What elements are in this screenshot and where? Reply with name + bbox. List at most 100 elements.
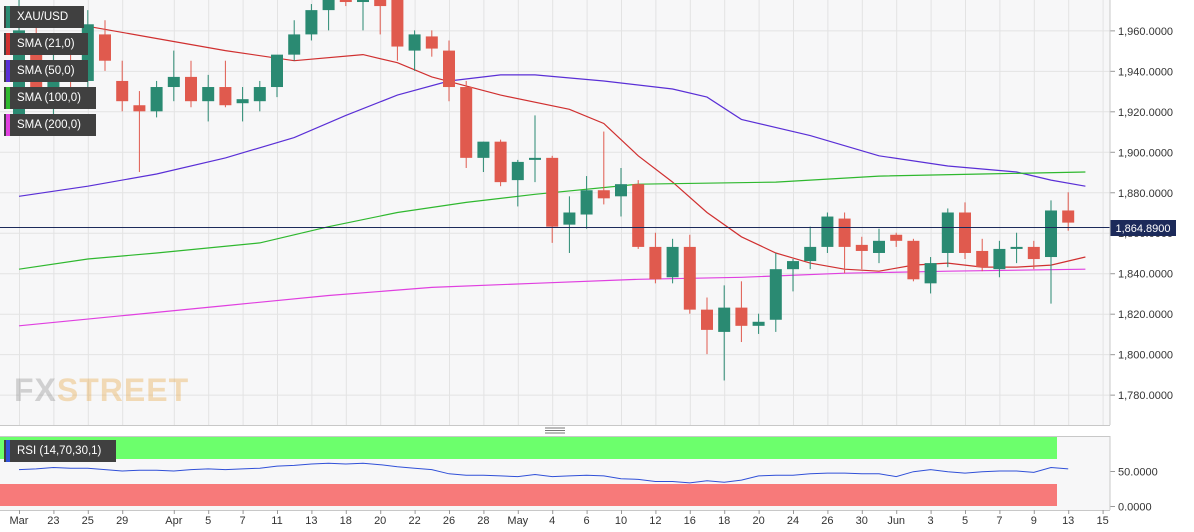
candle-body (838, 218, 851, 247)
time-tick-label: 12 (649, 515, 661, 527)
time-tick-label: May (507, 515, 528, 527)
candle-body (787, 261, 799, 270)
candle-bullish (821, 212, 834, 253)
rsi-legend[interactable]: RSI (14,70,30,1) (4, 440, 116, 462)
candle-body (1010, 246, 1023, 249)
candle-body (666, 246, 679, 278)
candle-body (1027, 246, 1040, 260)
time-tick-label: 15 (1096, 515, 1108, 527)
legend-sma-50[interactable]: SMA (50,0) (4, 60, 88, 82)
time-tick-label: 7 (996, 515, 1002, 527)
candle-bearish (391, 0, 404, 61)
candle-bullish (1045, 200, 1057, 304)
time-tick-label: 18 (718, 515, 730, 527)
rsi-tick-label: 50.0000 (1118, 467, 1158, 479)
sma-50-swatch (6, 60, 10, 82)
candle-bullish (305, 4, 318, 41)
sma-200-label: SMA (200,0) (17, 119, 81, 131)
price-tick-label: 1,800.0000 (1118, 350, 1173, 362)
candle-bearish (976, 238, 989, 272)
candle-bullish (236, 87, 249, 122)
legend-sma-200[interactable]: SMA (200,0) (4, 114, 96, 136)
candle-body (855, 244, 868, 251)
rsi-oversold-zone (0, 484, 1057, 506)
candle-bullish (322, 0, 335, 31)
candle-body (1062, 210, 1075, 223)
time-tick-label: 7 (240, 515, 246, 527)
candle-body (993, 248, 1006, 270)
candle-bearish (838, 212, 851, 274)
candle-body (924, 263, 937, 284)
legend-sma-100[interactable]: SMA (100,0) (4, 87, 96, 109)
candle-body (133, 105, 146, 112)
candle-bullish (666, 238, 679, 284)
candle-bearish (1062, 192, 1075, 231)
candle-body (597, 190, 610, 199)
candle-bearish (116, 60, 129, 112)
candle-bearish (494, 139, 507, 187)
rsi-line (18, 462, 1069, 484)
candle-bearish (99, 20, 111, 71)
candle-body (632, 184, 645, 247)
candle-body (425, 36, 438, 49)
candle-body (873, 240, 885, 253)
time-tick-label: 20 (752, 515, 764, 527)
time-tick-label: 9 (1031, 515, 1037, 527)
watermark-street: STREET (56, 372, 190, 408)
time-tick-label: 5 (205, 515, 211, 527)
price-tick-label: 1,840.0000 (1118, 269, 1173, 281)
price-tick-label: 1,780.0000 (1118, 390, 1173, 402)
sma-50-label: SMA (50,0) (17, 65, 75, 77)
time-tick-label: 23 (47, 515, 59, 527)
candle-bearish (735, 281, 748, 343)
candle-body (615, 184, 627, 197)
candle-bullish (769, 252, 782, 332)
candle-bullish (718, 285, 731, 381)
candle-body (408, 34, 421, 51)
candle-bullish (615, 167, 627, 217)
time-tick-label: 16 (684, 515, 696, 527)
candle-body (357, 0, 369, 3)
sma-21-swatch (6, 33, 10, 55)
time-tick-label: 10 (615, 515, 627, 527)
sma-line (18, 171, 1086, 270)
legend-sma-21[interactable]: SMA (21,0) (4, 33, 88, 55)
candle-body (305, 10, 318, 35)
candle-bullish (271, 54, 283, 98)
candle-body (150, 87, 163, 112)
time-tick-label: 25 (82, 515, 94, 527)
price-tick-label: 1,960.0000 (1118, 26, 1173, 38)
candle-bullish (993, 240, 1006, 278)
time-tick-label: 13 (305, 515, 317, 527)
rsi-axis: 50.0000 0.0000 (1110, 467, 1158, 514)
candle-bullish (563, 196, 576, 253)
candle-body (494, 141, 507, 183)
sma-line (18, 74, 1086, 197)
candle-bearish (219, 60, 232, 108)
panel-resize-handle[interactable] (545, 427, 565, 434)
candle-body (718, 307, 731, 332)
candle-bullish (150, 80, 163, 118)
candle-bearish (443, 40, 455, 102)
candle-body (1045, 210, 1057, 258)
rsi-label: RSI (14,70,30,1) (17, 445, 102, 457)
candle-body (185, 76, 197, 102)
time-tick-label: 20 (374, 515, 386, 527)
candle-body (288, 34, 301, 55)
time-axis: Mar 23 25 29 Apr 5 7 11 13 18 20 22 26 28 May 4 6 10 12 16 1… (10, 510, 1109, 527)
time-tick-label: 18 (340, 515, 352, 527)
candle-bearish (546, 155, 559, 243)
candle-bullish (202, 74, 215, 122)
sma-200-swatch (6, 114, 10, 136)
candle-body (529, 157, 541, 160)
candle-bullish (873, 228, 885, 264)
time-tick-label: 26 (443, 515, 455, 527)
candle-bullish (752, 313, 765, 334)
candle-bullish (580, 176, 593, 229)
symbol-label: XAU/USD (17, 11, 69, 23)
current-price-label: 1,864.8900 (1115, 223, 1170, 235)
candle-body (219, 87, 232, 106)
symbol-legend[interactable]: XAU/USD (4, 6, 84, 28)
candle-bullish (253, 80, 266, 112)
candle-bearish (907, 238, 920, 282)
